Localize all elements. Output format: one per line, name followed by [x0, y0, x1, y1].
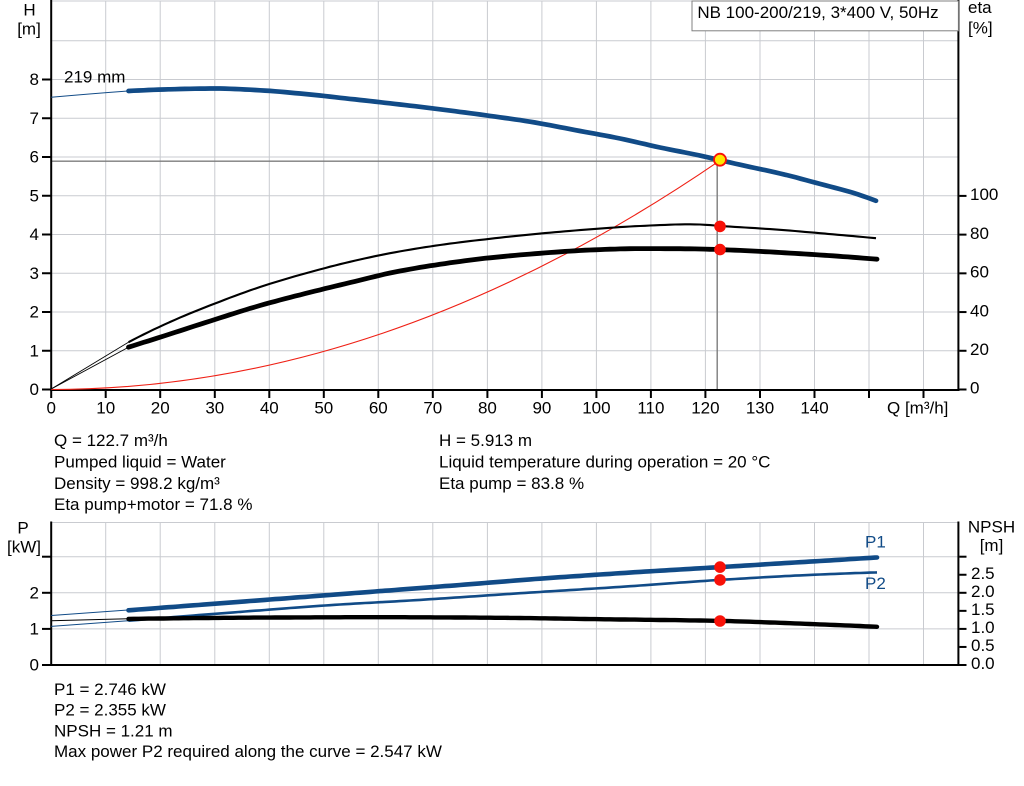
- svg-text:0: 0: [30, 380, 39, 399]
- svg-text:0: 0: [46, 399, 55, 418]
- svg-text:1: 1: [30, 620, 39, 639]
- svg-text:120: 120: [691, 399, 719, 418]
- svg-text:0: 0: [30, 656, 39, 675]
- svg-text:Density = 998.2 kg/m³: Density = 998.2 kg/m³: [54, 474, 220, 493]
- svg-text:219 mm: 219 mm: [64, 68, 125, 87]
- svg-text:1: 1: [30, 341, 39, 360]
- svg-text:80: 80: [970, 224, 989, 243]
- svg-text:NB 100-200/219, 3*400 V, 50Hz: NB 100-200/219, 3*400 V, 50Hz: [697, 3, 938, 22]
- svg-text:NPSH: NPSH: [968, 518, 1015, 537]
- svg-text:P1 = 2.746 kW: P1 = 2.746 kW: [54, 680, 166, 699]
- svg-text:20: 20: [151, 399, 170, 418]
- svg-text:0.5: 0.5: [971, 636, 995, 655]
- svg-text:40: 40: [260, 399, 279, 418]
- svg-text:6: 6: [30, 148, 39, 167]
- svg-text:Q = 122.7 m³/h: Q = 122.7 m³/h: [54, 431, 168, 450]
- svg-text:8: 8: [30, 70, 39, 89]
- svg-text:130: 130: [746, 399, 774, 418]
- svg-text:4: 4: [30, 225, 39, 244]
- svg-text:Pumped liquid = Water: Pumped liquid = Water: [54, 452, 226, 471]
- svg-text:2.5: 2.5: [971, 564, 995, 583]
- svg-text:30: 30: [205, 399, 224, 418]
- svg-text:10: 10: [96, 399, 115, 418]
- svg-text:40: 40: [970, 301, 989, 320]
- svg-text:7: 7: [30, 109, 39, 128]
- svg-text:Eta pump = 83.8 %: Eta pump = 83.8 %: [439, 474, 584, 493]
- svg-text:0: 0: [970, 379, 979, 398]
- svg-text:[m]: [m]: [17, 20, 41, 39]
- svg-text:90: 90: [532, 399, 551, 418]
- svg-text:3: 3: [30, 264, 39, 283]
- svg-text:100: 100: [582, 399, 610, 418]
- svg-text:2.0: 2.0: [971, 582, 995, 601]
- svg-text:2: 2: [30, 584, 39, 603]
- svg-text:1.5: 1.5: [971, 600, 995, 619]
- svg-text:0.0: 0.0: [971, 654, 995, 673]
- svg-text:80: 80: [478, 399, 497, 418]
- svg-text:Q [m³/h]: Q [m³/h]: [887, 399, 948, 418]
- svg-text:110: 110: [637, 399, 664, 418]
- svg-text:P1: P1: [865, 533, 886, 552]
- svg-text:100: 100: [970, 185, 998, 204]
- svg-text:H: H: [23, 1, 35, 20]
- svg-text:P2 = 2.355 kW: P2 = 2.355 kW: [54, 701, 166, 720]
- svg-text:50: 50: [314, 399, 333, 418]
- svg-text:2: 2: [30, 303, 39, 322]
- svg-text:[m]: [m]: [980, 536, 1004, 555]
- svg-text:60: 60: [369, 399, 388, 418]
- svg-text:eta: eta: [968, 0, 992, 17]
- svg-text:P2: P2: [865, 574, 886, 593]
- svg-text:[%]: [%]: [968, 19, 993, 38]
- svg-text:1.0: 1.0: [971, 618, 995, 637]
- svg-text:20: 20: [970, 340, 989, 359]
- svg-text:140: 140: [800, 399, 828, 418]
- svg-text:Eta pump+motor = 71.8 %: Eta pump+motor = 71.8 %: [54, 495, 252, 514]
- svg-text:[kW]: [kW]: [7, 538, 41, 557]
- svg-text:NPSH = 1.21 m: NPSH = 1.21 m: [54, 721, 173, 740]
- svg-text:Max power P2 required along th: Max power P2 required along the curve = …: [54, 742, 442, 761]
- svg-text:5: 5: [30, 186, 39, 205]
- svg-text:P: P: [17, 519, 28, 538]
- svg-text:H = 5.913 m: H = 5.913 m: [439, 431, 532, 450]
- svg-text:60: 60: [970, 263, 989, 282]
- svg-text:70: 70: [423, 399, 442, 418]
- svg-text:Liquid temperature during oper: Liquid temperature during operation = 20…: [439, 452, 770, 471]
